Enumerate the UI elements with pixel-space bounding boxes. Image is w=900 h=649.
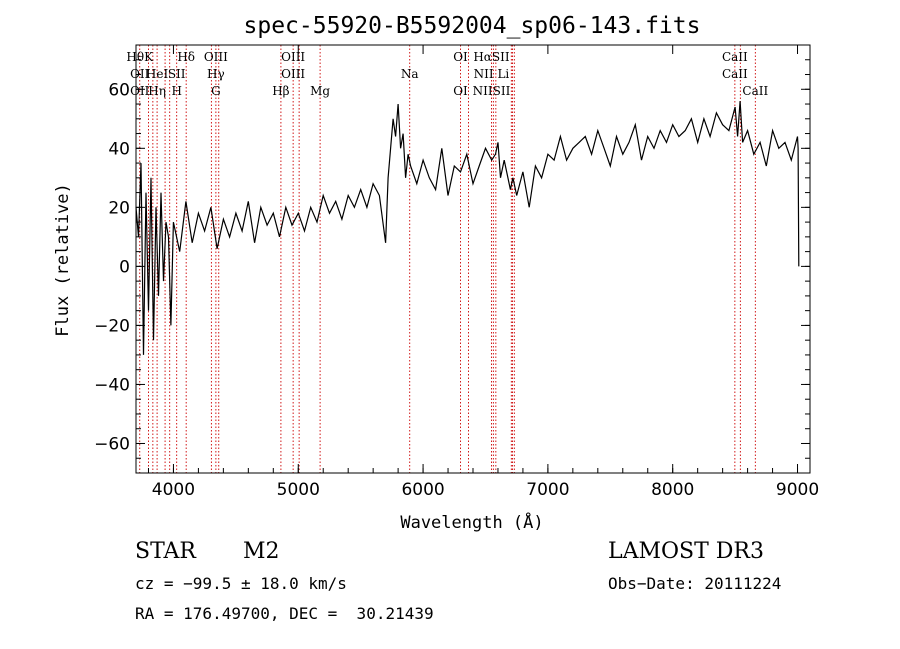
- reference-line-label: HθK: [126, 50, 154, 64]
- reference-line-label: H: [171, 84, 181, 98]
- x-tick-label: 4000: [152, 480, 195, 500]
- y-tick-label: 40: [108, 139, 130, 159]
- reference-line-label: OII: [130, 67, 150, 81]
- x-tick-label: 6000: [401, 480, 444, 500]
- reference-line-label: NIISII: [473, 84, 511, 98]
- reference-line-label: Mg: [310, 84, 330, 98]
- y-tick-label: 20: [108, 198, 130, 218]
- plot-frame: [135, 44, 811, 474]
- reference-line-label: OII: [130, 84, 150, 98]
- reference-line-label: Hδ: [177, 50, 195, 64]
- y-tick-label: −60: [94, 434, 130, 454]
- reference-line-label: HeI: [146, 67, 169, 81]
- subclass: M2: [243, 539, 280, 564]
- reference-line-label: OIII: [281, 50, 305, 64]
- reference-line-label: OI: [453, 50, 468, 64]
- object-type: STAR: [135, 539, 196, 564]
- chart-title: spec-55920-B5592004_sp06-143.fits: [244, 13, 701, 39]
- reference-line-label: CaII: [722, 67, 748, 81]
- reference-line-label: SII: [168, 67, 186, 81]
- survey-label: LAMOST DR3: [608, 539, 764, 564]
- y-axis: 60 40 20 0 −20 −40 −60: [94, 59, 810, 474]
- x-tick-label: 9000: [776, 480, 819, 500]
- x-tick-label: 7000: [526, 480, 569, 500]
- y-tick-label: −40: [94, 375, 130, 395]
- coordinates: RA = 176.49700, DEC = 30.21439: [135, 604, 434, 623]
- y-axis-label: Flux (relative): [53, 183, 73, 337]
- reference-lines: [139, 45, 756, 473]
- y-tick-label: −20: [94, 316, 130, 336]
- reference-line-label: HαSII: [473, 50, 510, 64]
- x-tick-label: 8000: [651, 480, 694, 500]
- reference-line-label: Hβ: [272, 84, 289, 98]
- reference-line-label: Hγ: [207, 67, 225, 81]
- reference-line-label: OIII: [281, 67, 305, 81]
- reference-line-label: OI: [453, 84, 468, 98]
- reference-line-label: NII Li: [474, 67, 510, 81]
- x-axis-label: Wavelength (Å): [400, 511, 543, 533]
- reference-line-label: Na: [401, 67, 419, 81]
- obs-date: Obs−Date: 20111224: [608, 574, 782, 593]
- cz-value: cz = −99.5 ± 18.0 km/s: [135, 574, 347, 593]
- reference-line-label: CaII: [722, 50, 748, 64]
- x-axis: 4000 5000 6000 7000 8000 9000: [147, 45, 819, 500]
- reference-line-label: Hη: [148, 84, 166, 98]
- reference-line-label: G: [211, 84, 221, 98]
- y-tick-label: 0: [119, 257, 130, 277]
- spectrum-line: [135, 101, 800, 355]
- reference-line-label: CaII: [742, 84, 768, 98]
- x-tick-label: 5000: [277, 480, 320, 500]
- reference-line-label: OIII: [204, 50, 228, 64]
- y-tick-label: 60: [108, 80, 130, 100]
